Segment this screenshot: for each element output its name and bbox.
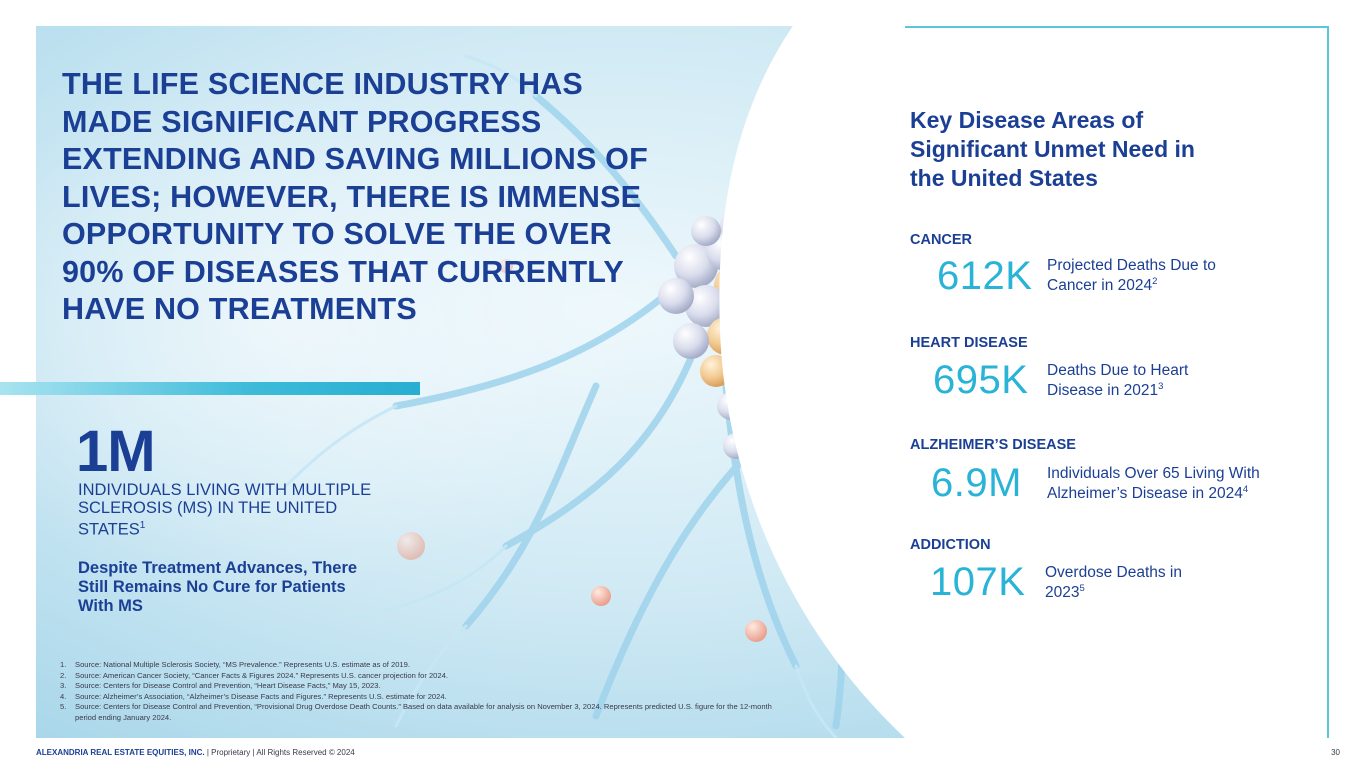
footnote-number: 4.: [60, 691, 67, 701]
footnote-text: Source: Centers for Disease Control and …: [75, 702, 772, 722]
footnote-ref: 5: [1079, 583, 1085, 594]
area-label-alzheimers: ALZHEIMER’S DISEASE: [910, 437, 1076, 453]
ms-stat-footnote-ref: 1: [139, 520, 146, 531]
area-desc-alzheimers: Individuals Over 65 Living With Alzheime…: [1047, 465, 1317, 503]
footnote-ref: 3: [1158, 381, 1164, 392]
ms-stat-subtext: Despite Treatment Advances, There Still …: [78, 559, 358, 615]
area-value-addiction: 107K: [930, 560, 1026, 604]
area-value-cancer: 612K: [937, 254, 1033, 298]
footnote: 1. Source: National Multiple Sclerosis So…: [60, 660, 780, 671]
footnote: 3. Source: Centers for Disease Control an…: [60, 681, 780, 692]
area-desc-text: Deaths Due to Heart Disease in 2021: [1047, 362, 1189, 400]
ms-stat-description-text: INDIVIDUALS LIVING WITH MULTIPLE SCLEROS…: [78, 481, 372, 539]
footnote-text: Source: American Cancer Society, “Cancer…: [75, 670, 448, 680]
area-desc-cancer: Projected Deaths Due to Cancer in 20242: [1047, 257, 1247, 295]
area-label-heart-disease: HEART DISEASE: [910, 335, 1028, 351]
footnote-number: 3.: [60, 681, 67, 691]
ms-stat-description: INDIVIDUALS LIVING WITH MULTIPLE SCLEROS…: [78, 481, 378, 539]
area-desc-text: Individuals Over 65 Living With Alzheime…: [1047, 465, 1260, 503]
footnote-text: Source: Centers for Disease Control and …: [75, 681, 381, 691]
headline: THE LIFE SCIENCE INDUSTRY HAS MADE SIGNI…: [62, 67, 648, 326]
area-label-addiction: ADDICTION: [910, 537, 991, 553]
area-desc-text: Projected Deaths Due to Cancer in 2024: [1047, 257, 1216, 295]
area-desc-text: Overdose Deaths in 2023: [1045, 564, 1182, 602]
accent-bar: [0, 382, 420, 395]
footnote-number: 2.: [60, 670, 67, 680]
footnote-text: Source: National Multiple Sclerosis Soci…: [75, 660, 410, 669]
panel-title: Key Disease Areas of Significant Unmet N…: [910, 107, 1195, 191]
footnote: 2. Source: American Cancer Society, “Canc…: [60, 671, 780, 682]
area-desc-heart-disease: Deaths Due to Heart Disease in 20213: [1047, 362, 1247, 400]
footnote: 4. Source: Alzheimer’s Association, “Alzh…: [60, 692, 780, 703]
frame-line-right: [1327, 26, 1329, 738]
ms-stat-value: 1M: [76, 419, 156, 484]
footnote-ref: 2: [1152, 276, 1158, 287]
footer-copyright: ALEXANDRIA REAL ESTATE EQUITIES, INC. | …: [36, 748, 355, 757]
area-desc-addiction: Overdose Deaths in 20235: [1045, 564, 1195, 602]
area-value-heart-disease: 695K: [933, 358, 1029, 402]
footer-company: ALEXANDRIA REAL ESTATE EQUITIES, INC.: [36, 748, 205, 757]
area-value-alzheimers: 6.9M: [931, 461, 1022, 505]
footnote: 5. Source: Centers for Disease Control an…: [60, 702, 780, 723]
footnote-ref: 4: [1242, 484, 1249, 495]
footnote-number: 5.: [60, 702, 67, 712]
page-number: 30: [1331, 748, 1340, 757]
footnotes: 1. Source: National Multiple Sclerosis So…: [60, 660, 780, 724]
area-label-cancer: CANCER: [910, 232, 973, 248]
frame-line-top: [905, 26, 1329, 28]
footnote-text: Source: Alzheimer’s Association, “Alzhei…: [75, 691, 447, 701]
footer-rights: | Proprietary | All Rights Reserved © 20…: [204, 748, 355, 757]
footnote-number: 1.: [60, 660, 67, 669]
